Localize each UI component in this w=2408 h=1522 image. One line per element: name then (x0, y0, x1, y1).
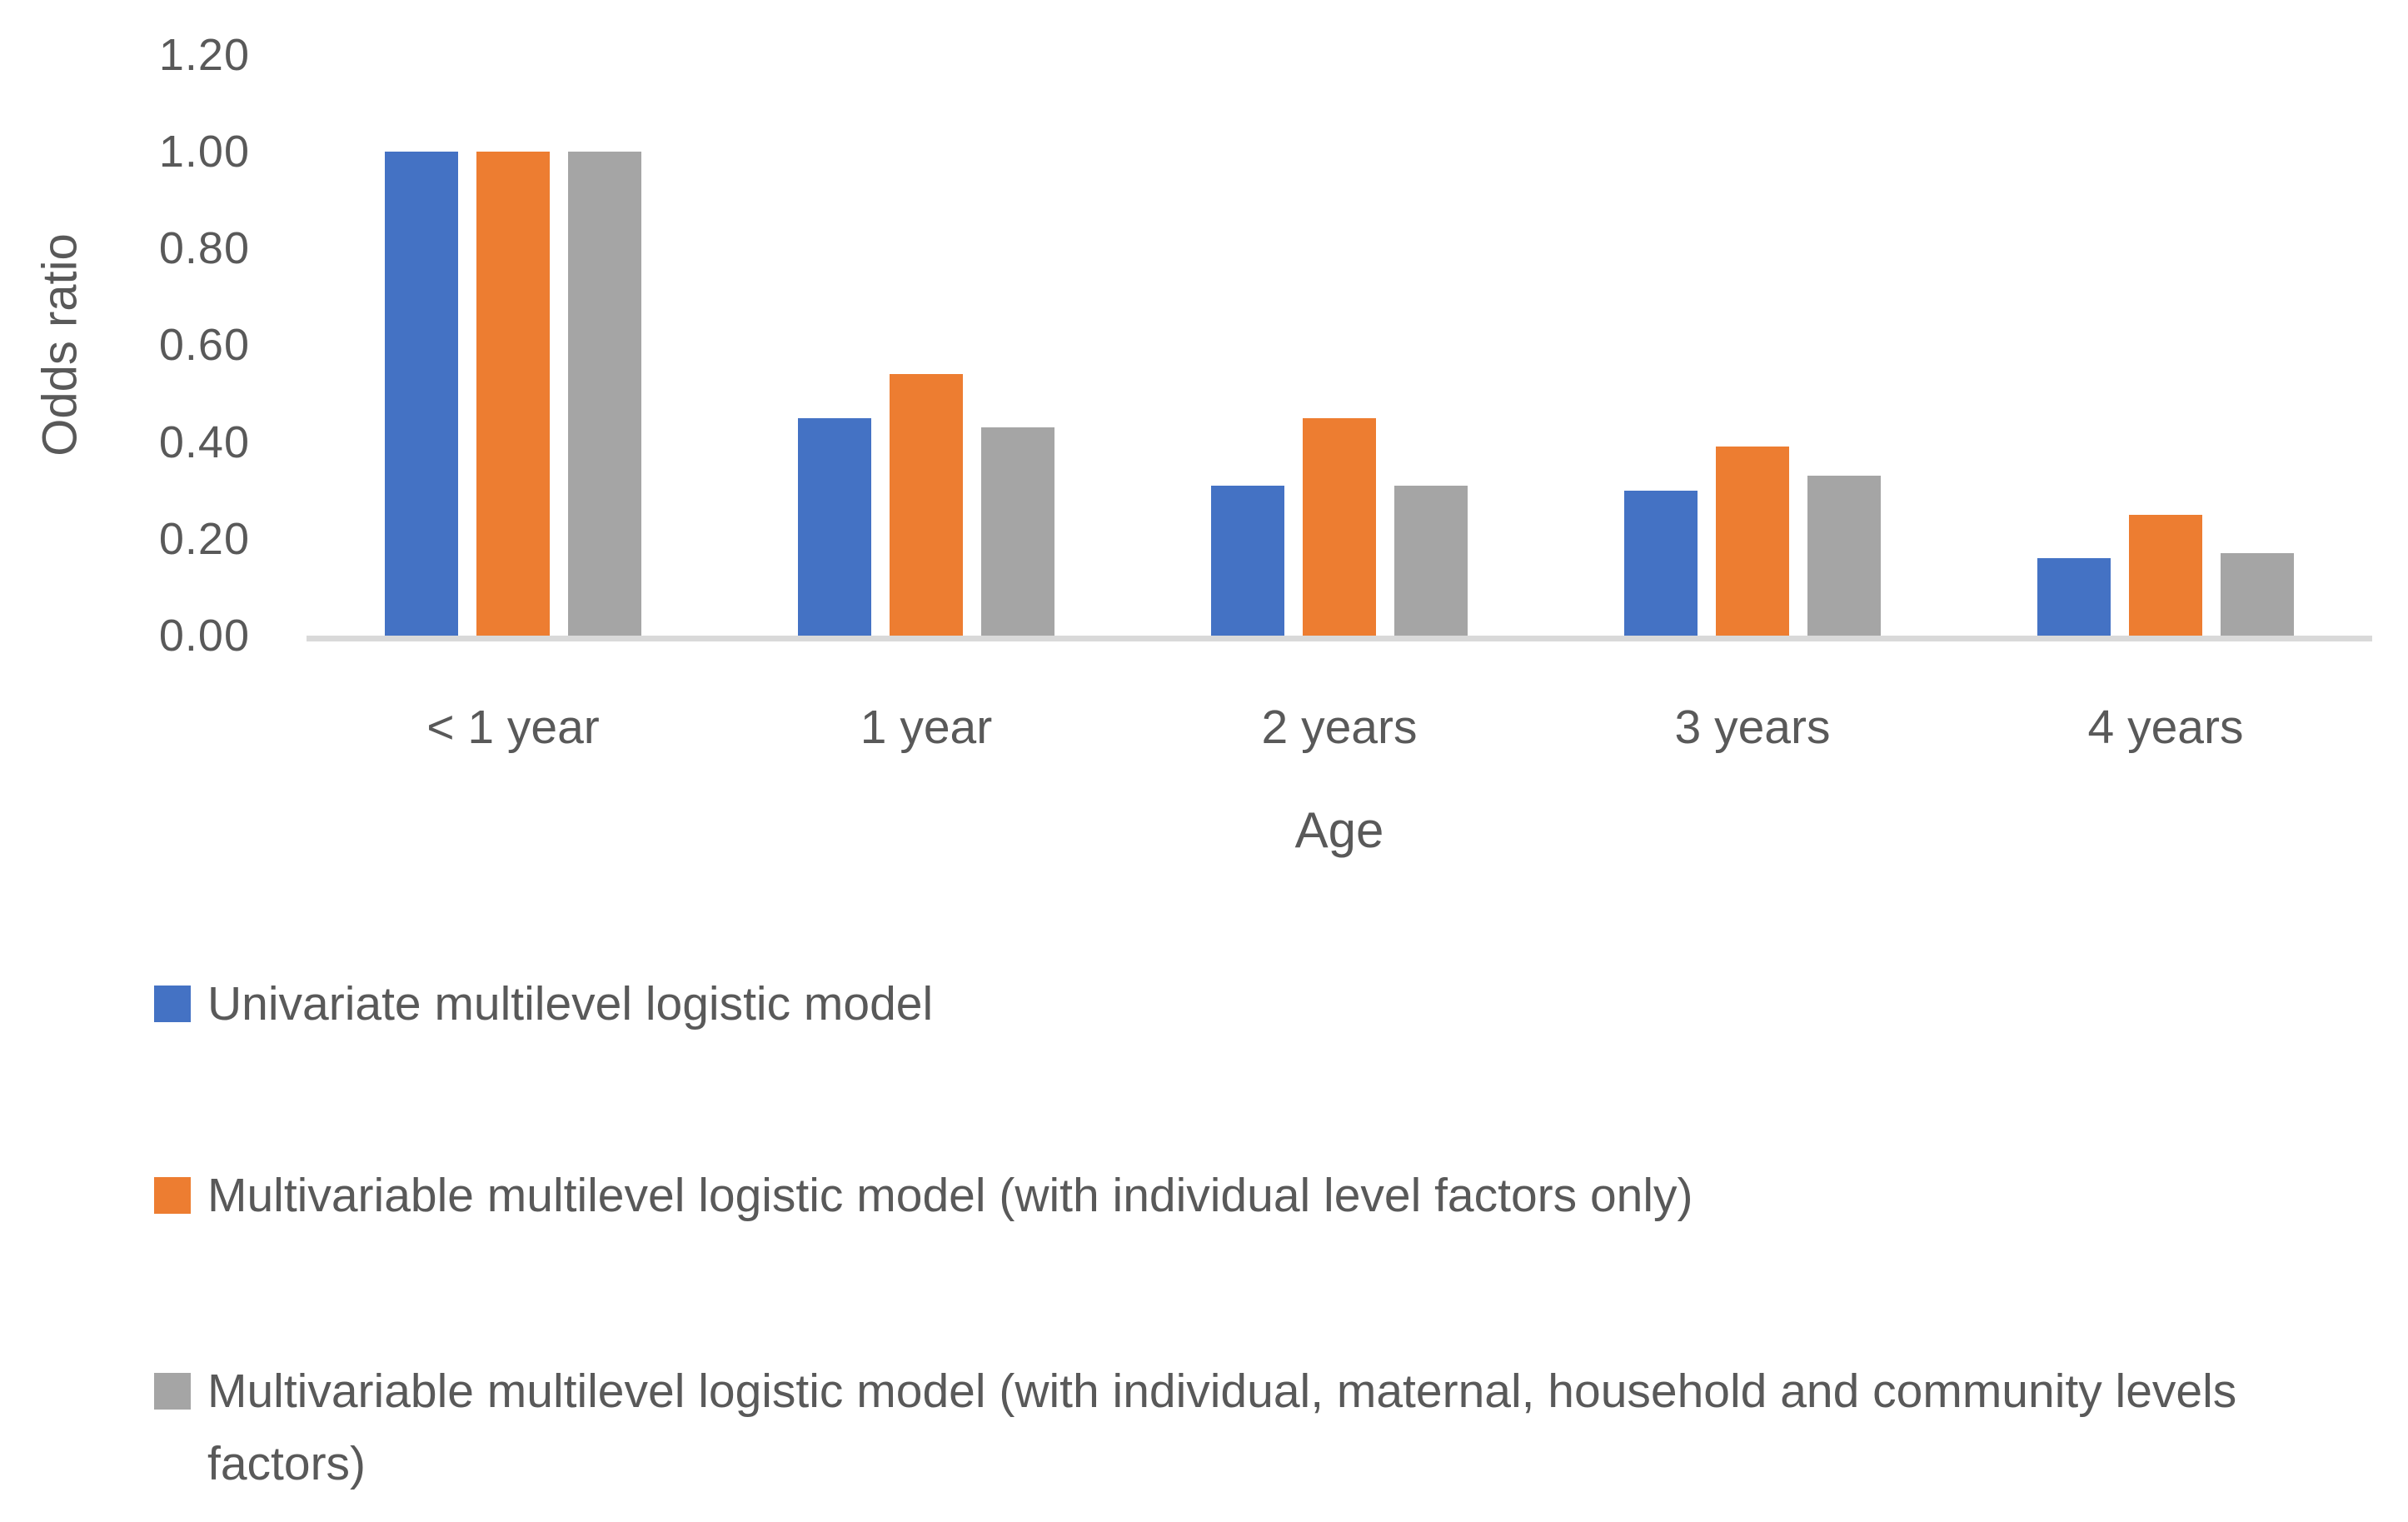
bar-series3-group4 (1807, 476, 1881, 636)
bar-series3-group1 (568, 152, 641, 636)
bar-series3-group3 (1394, 486, 1468, 636)
legend-label: Multivariable multilevel logistic model … (207, 1169, 1693, 1222)
legend-item-3: Multivariable multilevel logistic model … (154, 1355, 2253, 1500)
y-tick-label: 0.00 (158, 611, 250, 661)
bar-series1-group1 (385, 152, 458, 636)
bar-chart: Odds ratio 0.00 0.20 0.40 0.60 0.80 1.00 1.20 … (33, 29, 2372, 858)
bar-series3-group2 (981, 427, 1054, 636)
legend-item-1: Univariate multilevel logistic model (154, 968, 2253, 1040)
y-tick-label: 0.80 (158, 223, 250, 274)
bar-series1-group5 (2037, 558, 2111, 636)
bar-series2-group3 (1303, 418, 1376, 636)
x-category-label: 3 years (1674, 701, 1831, 754)
legend-label: Univariate multilevel logistic model (207, 977, 934, 1030)
bar-series1-group4 (1624, 491, 1698, 636)
x-category-label: 4 years (2087, 701, 2244, 754)
bar-series2-group1 (476, 152, 550, 636)
y-tick-label: 1.20 (158, 29, 250, 80)
bar-series1-group2 (798, 418, 871, 636)
y-tick-label: 0.20 (158, 513, 250, 564)
bar-series2-group5 (2129, 515, 2202, 636)
legend-swatch-icon (154, 986, 191, 1022)
chart-legend: Univariate multilevel logistic model Mult… (154, 0, 2286, 1522)
x-axis-title: Age (1294, 802, 1384, 858)
x-category-label: 1 year (860, 701, 993, 754)
y-tick-label: 1.00 (158, 127, 250, 177)
legend-item-2: Multivariable multilevel logistic model … (154, 1160, 2253, 1232)
bar-series2-group2 (890, 374, 963, 636)
x-axis-line (307, 636, 2372, 641)
legend-swatch-icon (154, 1373, 191, 1410)
y-tick-label: 0.40 (158, 417, 250, 467)
bar-series2-group4 (1716, 447, 1789, 636)
y-tick-label: 0.60 (158, 320, 250, 371)
bar-series3-group5 (2221, 553, 2294, 636)
x-category-label: 2 years (1261, 701, 1418, 754)
bar-series1-group3 (1211, 486, 1284, 636)
legend-label: Multivariable multilevel logistic model … (207, 1365, 2237, 1490)
legend-swatch-icon (154, 1177, 191, 1214)
x-category-label: < 1 year (426, 701, 600, 754)
